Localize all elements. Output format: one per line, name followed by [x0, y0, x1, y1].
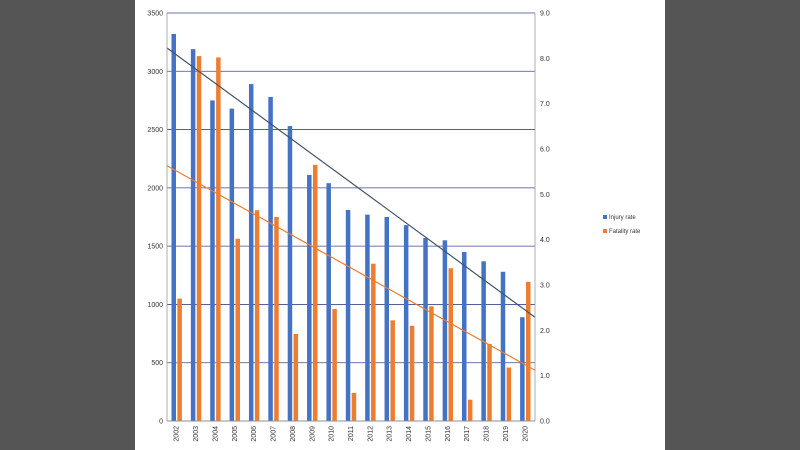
y-right-tick-label: 6.0 — [540, 147, 550, 154]
x-tick-label: 2006 — [251, 426, 258, 442]
trendline-fatality-rate — [166, 165, 536, 371]
x-tick-label: 2020 — [522, 426, 529, 442]
y-right-tick-label: 0.0 — [540, 419, 550, 426]
y-right-tick-label: 7.0 — [540, 101, 550, 108]
x-tick-label: 2008 — [290, 426, 297, 442]
y-right-tick-label: 3.0 — [540, 283, 550, 290]
bar-fatality-rate — [274, 217, 279, 421]
bar-injury-rate — [520, 317, 525, 421]
bar-fatality-rate — [196, 56, 202, 422]
bar-injury-rate — [307, 175, 312, 421]
bar-fatality-rate — [526, 281, 531, 421]
bar-fatality-rate — [254, 210, 260, 421]
bar-injury-rate — [210, 100, 215, 421]
bar-injury-rate — [345, 210, 351, 421]
x-tick-label: 2003 — [193, 426, 200, 442]
bar-injury-rate — [248, 84, 254, 421]
x-tick-label: 2018 — [484, 426, 491, 442]
bar-injury-rate — [287, 126, 293, 422]
y-left-tick-label: 3500 — [147, 11, 163, 18]
bar-fatality-rate — [351, 392, 357, 421]
gridlines — [167, 12, 535, 422]
x-tick-label: 2002 — [174, 426, 181, 442]
legend-swatch — [603, 229, 607, 233]
y-right-tick-label: 2.0 — [540, 328, 550, 335]
y-left-tick-label: 1000 — [147, 302, 163, 309]
bar-fatality-rate — [177, 298, 182, 421]
bar-injury-rate — [365, 214, 370, 421]
bar-fatality-rate — [293, 333, 299, 421]
x-tick-label: 2011 — [348, 426, 355, 441]
legend: Injury rate Fatality rate — [603, 215, 641, 235]
x-tick-label: 2007 — [271, 426, 278, 442]
x-tick-label: 2015 — [425, 426, 432, 442]
bar-injury-rate — [268, 96, 273, 421]
bar-fatality-rate — [312, 164, 318, 421]
bar-fatality-rate — [409, 325, 415, 421]
x-tick-label: 2013 — [387, 426, 394, 442]
bar-fatality-rate — [216, 57, 221, 421]
bar-fatality-rate — [448, 268, 454, 421]
y-right-tick-label: 9.0 — [540, 11, 550, 18]
bar-injury-rate — [229, 108, 235, 422]
y-left-tick-label: 1500 — [147, 244, 163, 251]
bar-injury-rate — [190, 49, 196, 421]
bar-injury-rate — [423, 237, 428, 421]
bars — [171, 33, 531, 422]
x-tick-label: 2004 — [212, 426, 219, 442]
y-left-tick-label: 3000 — [147, 69, 163, 76]
bar-injury-rate — [384, 217, 390, 421]
bar-injury-rate — [171, 33, 176, 422]
x-tick-label: 2017 — [464, 426, 471, 442]
y-left-tick-label: 2500 — [147, 127, 163, 134]
y-right-tick-label: 8.0 — [540, 56, 550, 63]
trendline-injury-rate — [166, 47, 536, 318]
x-tick-label: 2005 — [232, 426, 239, 442]
x-tick-label: 2009 — [309, 426, 316, 442]
bar-fatality-rate — [332, 309, 337, 421]
axes: 0 500 1000 1500 2000 2500 3000 3500 0.0 1.0 2.0 3.0… — [147, 11, 549, 442]
y-left-tick-label: 500 — [151, 360, 163, 367]
bar-injury-rate — [326, 183, 331, 421]
y-left-tick-label: 2000 — [147, 185, 163, 192]
y-left-tick-label: 0 — [159, 419, 163, 426]
bar-injury-rate — [500, 271, 506, 421]
bar-fatality-rate — [390, 320, 395, 421]
y-right-tick-label: 1.0 — [540, 373, 550, 380]
bar-injury-rate — [403, 225, 409, 421]
y-right-tick-label: 5.0 — [540, 192, 550, 199]
bar-fatality-rate — [371, 263, 376, 421]
bar-injury-rate — [462, 251, 467, 421]
legend-swatch — [603, 215, 607, 219]
legend-label: Injury rate — [609, 215, 636, 221]
legend-label: Fatality rate — [609, 229, 641, 235]
bar-fatality-rate — [235, 238, 240, 421]
chart: 0 500 1000 1500 2000 2500 3000 3500 0.0 1.0 2.0 3.0… — [147, 11, 641, 442]
x-tick-label: 2014 — [406, 426, 413, 442]
x-tick-label: 2019 — [503, 426, 510, 442]
bar-fatality-rate — [429, 306, 434, 421]
bar-injury-rate — [442, 240, 448, 421]
x-tick-label: 2016 — [445, 426, 452, 442]
bar-fatality-rate — [467, 399, 473, 421]
trendlines — [166, 47, 536, 371]
bar-fatality-rate — [506, 367, 512, 421]
x-tick-label: 2012 — [367, 426, 374, 442]
x-tick-label: 2010 — [329, 426, 336, 442]
bar-fatality-rate — [487, 343, 492, 421]
slide-background: 0 500 1000 1500 2000 2500 3000 3500 0.0 1.0 2.0 3.0… — [135, 0, 665, 450]
y-right-tick-label: 4.0 — [540, 237, 550, 244]
